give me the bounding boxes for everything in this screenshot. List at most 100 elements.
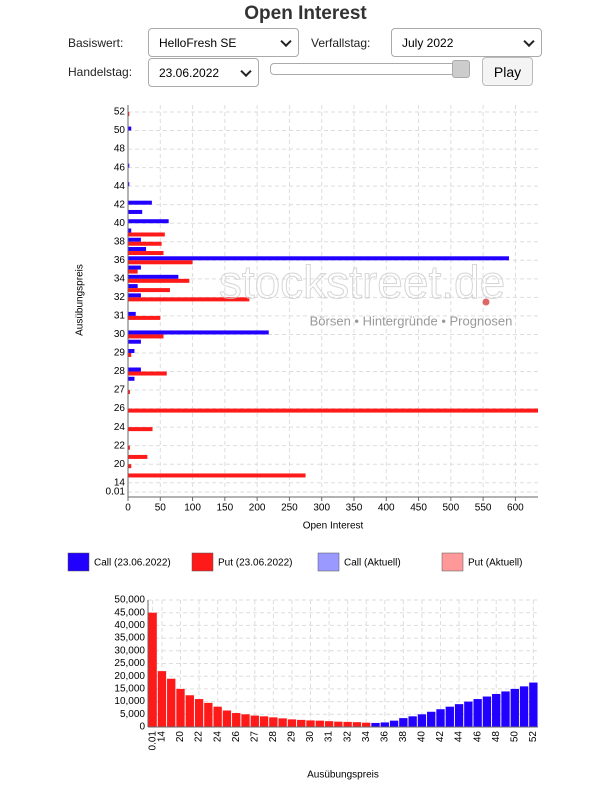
x-tick-label: 20 [175, 731, 186, 743]
bar [128, 126, 132, 131]
x-tick-label: 46 [472, 731, 483, 743]
slider-knob[interactable] [452, 60, 470, 78]
bars [128, 112, 538, 478]
bar [482, 696, 492, 727]
bar [519, 686, 529, 727]
bar [128, 297, 250, 302]
x-tick-label: 500 [442, 503, 459, 514]
bar [167, 678, 176, 727]
bar [213, 706, 222, 727]
bar [324, 721, 334, 727]
x-tick-label: 38 [398, 731, 409, 743]
bar [128, 376, 135, 381]
verfallstag-value: July 2022 [402, 35, 454, 50]
x-axis-label: Open Interest [303, 521, 364, 532]
bar [128, 367, 141, 372]
x-tick-label: 100 [184, 503, 201, 514]
x-tick-label: 250 [281, 503, 298, 514]
x-tick-label: 52 [528, 731, 539, 743]
bar [128, 112, 130, 116]
bar [464, 701, 473, 727]
y-tick-label: 5,000 [120, 709, 145, 720]
bar [128, 390, 130, 395]
x-tick-label: 34 [361, 731, 372, 743]
play-button[interactable]: Play [482, 57, 533, 86]
y-tick-label: 40,000 [114, 620, 145, 631]
y-tick-label: 45,000 [114, 607, 145, 618]
y-tick-label: 14 [114, 477, 126, 488]
bar [128, 284, 138, 289]
bar [269, 717, 278, 727]
x-tick-label: 27 [249, 731, 260, 743]
bar [306, 720, 315, 727]
x-tick-label: 200 [249, 503, 266, 514]
bar [128, 256, 509, 261]
bar [128, 348, 135, 353]
y-tick-label: 30,000 [114, 645, 145, 656]
date-slider[interactable] [270, 63, 470, 75]
watermark-dot [482, 298, 490, 306]
x-tick-label: 44 [454, 731, 465, 743]
x-tick-label: 350 [346, 503, 363, 514]
bar [259, 716, 269, 727]
bar [454, 704, 464, 727]
legend-swatch [67, 552, 90, 572]
y-tick-label: 38 [114, 236, 126, 247]
bar [157, 671, 167, 727]
y-tick-label: 42 [114, 199, 126, 210]
bar [399, 718, 408, 727]
bar [148, 612, 157, 727]
legend-label: Put (23.06.2022) [218, 558, 293, 569]
x-tick-label: 24 [212, 731, 223, 743]
y-tick-label: 46 [114, 162, 126, 173]
bar [128, 209, 143, 214]
bar [436, 709, 445, 727]
bar [128, 315, 161, 320]
bar [297, 719, 306, 727]
bar [343, 721, 352, 727]
bar [529, 682, 538, 727]
bar [241, 714, 250, 727]
x-tick-label: 300 [313, 503, 330, 514]
bar [128, 464, 132, 469]
y-tick-label: 29 [114, 348, 126, 359]
y-tick-label: 24 [114, 422, 126, 433]
x-tick-label: 50 [155, 503, 167, 514]
bar [371, 722, 380, 727]
legend-swatch [317, 552, 340, 572]
bar [417, 714, 427, 727]
y-tick-label: 0 [139, 722, 145, 733]
y-tick-label: 20 [114, 459, 126, 470]
bar [128, 408, 538, 413]
bar [176, 688, 185, 727]
y-tick-label: 0.01 [106, 487, 126, 498]
page-title: Open Interest [244, 3, 367, 24]
y-tick-label: 10,000 [114, 696, 145, 707]
x-tick-label: 31 [324, 731, 335, 743]
basiswert-select[interactable]: HelloFresh SE [148, 28, 299, 57]
watermark-tagline: Börsen • Hintergründe • Prognosen [310, 313, 513, 328]
y-tick-label: 35,000 [114, 633, 145, 644]
handelstag-select[interactable]: 23.06.2022 [148, 58, 259, 87]
x-axis-label: Ausübungspreis [307, 770, 379, 781]
bar [128, 251, 164, 256]
x-tick-label: 550 [475, 503, 492, 514]
bar [128, 445, 130, 450]
y-tick-label: 28 [114, 366, 126, 377]
bar [128, 288, 170, 293]
y-tick-label: 20,000 [114, 671, 145, 682]
x-tick-label: 32 [342, 731, 353, 743]
x-tick-label: 42 [435, 731, 446, 743]
x-tick-label: 29 [287, 731, 298, 743]
basiswert-label: Basiswert: [68, 36, 124, 50]
bar [315, 720, 324, 727]
bar [128, 371, 167, 376]
legend-label: Call (Aktuell) [344, 558, 401, 569]
y-tick-label: 44 [114, 181, 126, 192]
verfallstag-select[interactable]: July 2022 [391, 28, 542, 57]
bar [128, 200, 152, 205]
y-tick-label: 48 [114, 144, 126, 155]
bar [287, 719, 297, 727]
